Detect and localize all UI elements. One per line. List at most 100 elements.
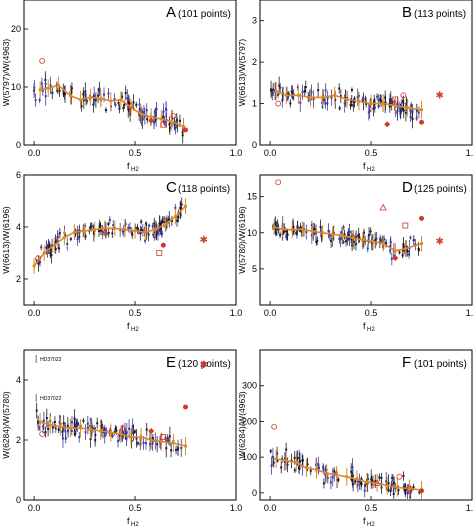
data-point: [305, 231, 308, 234]
data-point: [285, 230, 288, 233]
trend-point: [38, 88, 42, 92]
trend-point: [32, 264, 36, 268]
trend-point: [52, 243, 56, 247]
y-tick-label: 0: [252, 488, 257, 498]
data-point: [322, 466, 325, 469]
data-point: [77, 422, 80, 425]
trend-point: [46, 86, 50, 90]
special-star-marker: [101, 228, 109, 236]
data-point: [338, 87, 341, 90]
data-point: [146, 118, 149, 121]
data-point: [66, 424, 69, 427]
special-star-marker: [400, 92, 407, 99]
y-tick-label: 2: [16, 435, 21, 445]
trend-point: [139, 435, 143, 439]
data-point: [103, 434, 106, 437]
trend-point: [183, 444, 188, 448]
data-point: [276, 452, 279, 455]
data-point: [122, 107, 125, 110]
trend-point: [274, 89, 278, 93]
data-point: [58, 247, 61, 250]
data-point: [391, 476, 394, 479]
data-point: [170, 449, 173, 452]
trend-point: [381, 101, 385, 106]
panel-point-count: (113 points): [414, 9, 466, 20]
panel-point-count: (101 points): [178, 9, 231, 20]
trend-point: [381, 242, 385, 246]
data-point: [111, 232, 114, 235]
data-point: [73, 417, 76, 420]
data-point: [82, 419, 85, 422]
trend-point: [407, 486, 412, 491]
plot-frame: [23, 0, 237, 146]
plot-frame: [259, 174, 473, 306]
asterisk-marker: ✱: [435, 90, 443, 101]
data-point: [300, 230, 303, 233]
data-point: [160, 231, 163, 234]
trend-point: [129, 435, 133, 439]
data-point: [320, 234, 323, 237]
data-point: [159, 227, 162, 230]
data-point: [142, 111, 145, 114]
x-tick-label: 1.0: [230, 503, 243, 513]
data-point: [125, 431, 128, 434]
trend-point: [345, 97, 349, 102]
panel-a: 0.0 0.5 1.0 0 10 20W(5797)/W(4963) f H2 A (101 po…: [1, 0, 242, 173]
data-point: [38, 426, 41, 429]
data-point: [41, 89, 44, 92]
trend-point: [149, 115, 153, 119]
data-point: [123, 103, 126, 106]
data-point: [315, 231, 318, 234]
y-axis-label: W(6284)/W(5780): [1, 391, 11, 459]
data-point: [299, 101, 302, 104]
data-point: [100, 423, 103, 426]
data-point: [51, 244, 54, 247]
data-point: [315, 240, 318, 243]
data-point: [329, 481, 332, 484]
asterisk-marker: ✱: [199, 360, 207, 371]
y-tick-label: 6: [16, 170, 21, 180]
data-point: [365, 102, 368, 105]
data-point: [49, 248, 52, 251]
trend-point: [109, 430, 113, 435]
data-point: [402, 109, 405, 112]
data-point: [385, 242, 388, 245]
data-point: [70, 421, 73, 424]
data-point: [309, 469, 312, 472]
special-star-marker: [148, 117, 155, 124]
data-point: [296, 226, 299, 229]
trend-point: [300, 227, 304, 231]
data-point: [342, 226, 345, 229]
data-point: [139, 232, 142, 235]
data-point: [90, 224, 93, 227]
data-point: [409, 109, 412, 112]
data-point: [283, 227, 286, 230]
data-point: [306, 463, 309, 466]
data-point: [128, 226, 131, 229]
data-point: [387, 488, 390, 491]
data-point: [374, 239, 377, 242]
data-point: [76, 238, 79, 241]
panel-d: 0.0 0.5 1.0 5 10 15W(5780)/W(6196) fH2 D(125 po…: [237, 174, 473, 333]
data-point: [415, 117, 418, 120]
data-point: [324, 89, 327, 92]
x-tick-label: 1.0: [230, 148, 243, 158]
data-point: [165, 447, 168, 450]
data-point: [166, 439, 169, 442]
data-point: [174, 206, 177, 209]
data-point: [147, 233, 150, 236]
x-tick-label: 0.0: [28, 503, 41, 513]
data-point: [126, 97, 129, 100]
data-point: [117, 440, 120, 443]
data-point: [86, 422, 89, 425]
data-point: [180, 203, 183, 206]
trend-point: [308, 95, 313, 99]
data-point: [168, 435, 171, 438]
data-point: [310, 234, 313, 237]
data-point: [348, 230, 351, 233]
trend-point: [173, 215, 178, 219]
trend-line: [33, 205, 187, 267]
data-point: [301, 91, 304, 94]
data-point: [85, 98, 88, 101]
